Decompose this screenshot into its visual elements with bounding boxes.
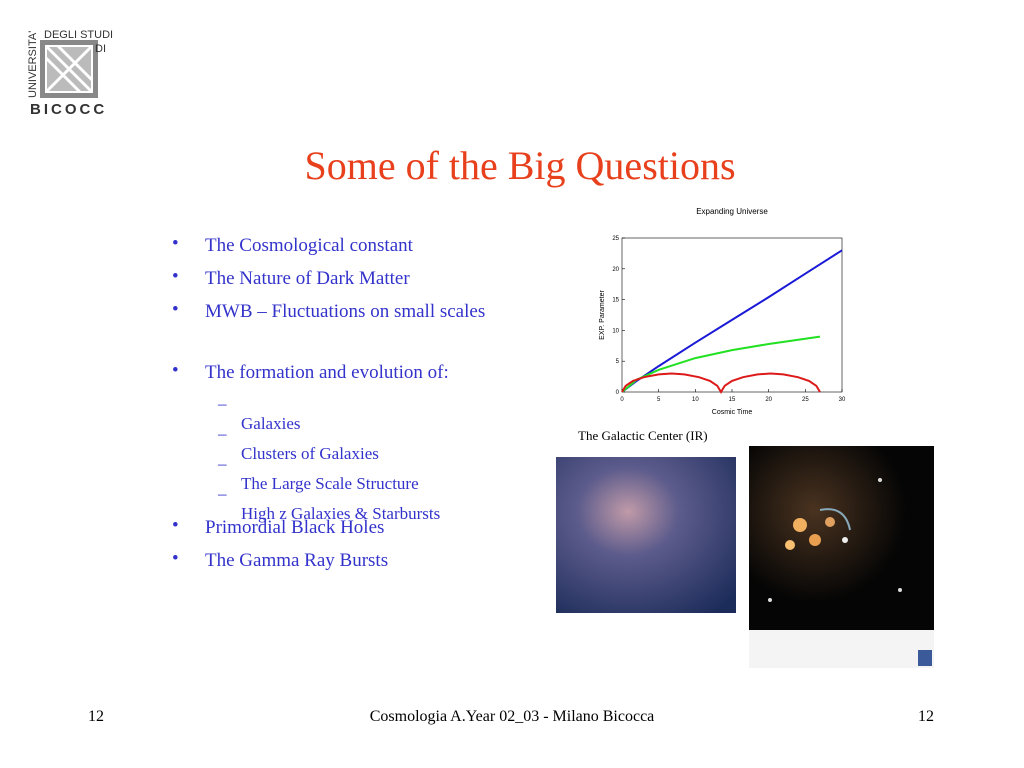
bullet-text: MWB – Fluctuations on small scales <box>205 301 486 322</box>
logo-cross <box>44 44 94 94</box>
footer-left: 12 <box>88 708 104 725</box>
series-line <box>621 372 821 394</box>
slide-title: Some of the Big Questions <box>304 143 736 188</box>
x-tick-label: 10 <box>692 397 699 403</box>
footer-center: Cosmologia A.Year 02_03 - Milano Bicocca <box>369 708 655 725</box>
bullet-item: • MWB – Fluctuations on small scales <box>172 299 485 322</box>
y-tick-label: 0 <box>616 390 620 396</box>
x-tick-label: 15 <box>729 397 736 403</box>
y-axis-label: EXP. Parameter <box>599 290 606 340</box>
galaxy <box>785 540 795 550</box>
star <box>878 478 882 482</box>
x-tick-label: 30 <box>839 397 846 403</box>
bullet-text: Primordial Black Holes <box>205 517 385 538</box>
bullet-item: • The Nature of Dark Matter <box>172 266 410 289</box>
galaxy <box>809 534 821 546</box>
sub-text: The Large Scale Structure <box>241 474 419 493</box>
sub-item: – Galaxies <box>218 394 301 433</box>
sub-item: – The Large Scale Structure <box>218 454 419 493</box>
sub-text: High z Galaxies & Starbursts <box>241 504 441 523</box>
galaxy <box>793 518 807 532</box>
sub-text: Clusters of Galaxies <box>241 444 379 463</box>
x-axis-label: Cosmic Time <box>712 409 753 416</box>
x-tick-label: 20 <box>765 397 772 403</box>
star <box>842 537 848 543</box>
logo-mark <box>918 650 932 666</box>
x-tick-label: 5 <box>657 397 661 403</box>
image-photo <box>749 446 934 630</box>
sub-item: – Clusters of Galaxies <box>218 424 379 463</box>
y-tick-label: 10 <box>612 328 619 334</box>
y-tick-label: 15 <box>612 298 619 304</box>
logo-bottom: BICOCC <box>30 101 107 118</box>
bullet-item: • The Cosmological constant <box>172 233 413 256</box>
bullet-item: • The Gamma Ray Bursts <box>172 548 388 571</box>
bullet-item: • The formation and evolution of: <box>172 360 449 383</box>
star <box>898 588 902 592</box>
footer-right: 12 <box>918 708 934 725</box>
galactic-center-image <box>556 457 736 613</box>
bullet-item: • Primordial Black Holes <box>172 515 384 538</box>
sub-text: Galaxies <box>241 414 301 433</box>
bullet-text: The formation and evolution of: <box>205 362 449 383</box>
galaxy <box>825 517 835 527</box>
arc <box>819 508 851 531</box>
chart-title: Expanding Universe <box>696 207 768 216</box>
logo-top: DEGLI STUDI <box>44 29 113 41</box>
cluster-image <box>749 446 934 668</box>
logo-side: UNIVERSITA' <box>27 31 39 98</box>
logo: UNIVERSITA' DEGLI STUDI DI BICOCC <box>27 29 113 118</box>
star <box>768 598 772 602</box>
sub-item: – High z Galaxies & Starbursts <box>218 484 441 523</box>
y-tick-label: 20 <box>612 267 619 273</box>
caption: The Galactic Center (IR) <box>578 428 708 443</box>
bullet-text: The Gamma Ray Bursts <box>205 550 389 571</box>
bullet-text: The Nature of Dark Matter <box>205 268 410 289</box>
bullet-text: The Cosmological constant <box>205 235 413 256</box>
series-line <box>621 335 821 393</box>
logo-middle: DI <box>95 43 106 55</box>
y-tick-label: 5 <box>616 359 620 365</box>
chart: Expanding Universe Cosmic Time EXP. Parame… <box>599 207 846 416</box>
x-tick-label: 25 <box>802 397 809 403</box>
y-tick-label: 25 <box>612 236 619 242</box>
x-tick-label: 0 <box>620 397 624 403</box>
